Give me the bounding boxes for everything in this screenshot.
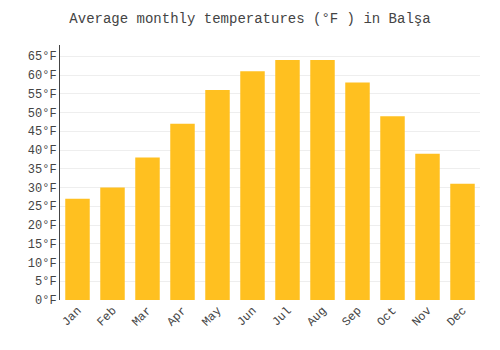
svg-text:0°F: 0°F: [35, 294, 57, 308]
svg-text:Aug: Aug: [304, 304, 329, 329]
svg-text:Dec: Dec: [444, 304, 469, 329]
svg-text:Feb: Feb: [94, 304, 119, 329]
svg-text:45°F: 45°F: [28, 125, 57, 139]
svg-text:Jul: Jul: [269, 304, 294, 329]
svg-text:Mar: Mar: [129, 304, 154, 329]
svg-text:40°F: 40°F: [28, 144, 57, 158]
svg-text:May: May: [199, 304, 224, 329]
svg-text:20°F: 20°F: [28, 219, 57, 233]
svg-text:Apr: Apr: [164, 304, 189, 329]
svg-text:Oct: Oct: [374, 304, 399, 329]
svg-text:60°F: 60°F: [28, 69, 57, 83]
svg-text:Average monthly temperatures (: Average monthly temperatures (°F ) in Ba…: [69, 11, 430, 27]
svg-text:50°F: 50°F: [28, 107, 57, 121]
svg-text:25°F: 25°F: [28, 200, 57, 214]
svg-text:35°F: 35°F: [28, 163, 57, 177]
svg-text:Nov: Nov: [409, 304, 434, 329]
svg-text:Sep: Sep: [339, 304, 364, 329]
svg-text:15°F: 15°F: [28, 238, 57, 252]
svg-text:65°F: 65°F: [28, 50, 57, 64]
svg-text:55°F: 55°F: [28, 88, 57, 102]
svg-text:10°F: 10°F: [28, 257, 57, 271]
svg-text:5°F: 5°F: [35, 275, 57, 289]
svg-text:Jun: Jun: [234, 304, 259, 329]
svg-text:Jan: Jan: [59, 304, 84, 329]
svg-text:30°F: 30°F: [28, 182, 57, 196]
